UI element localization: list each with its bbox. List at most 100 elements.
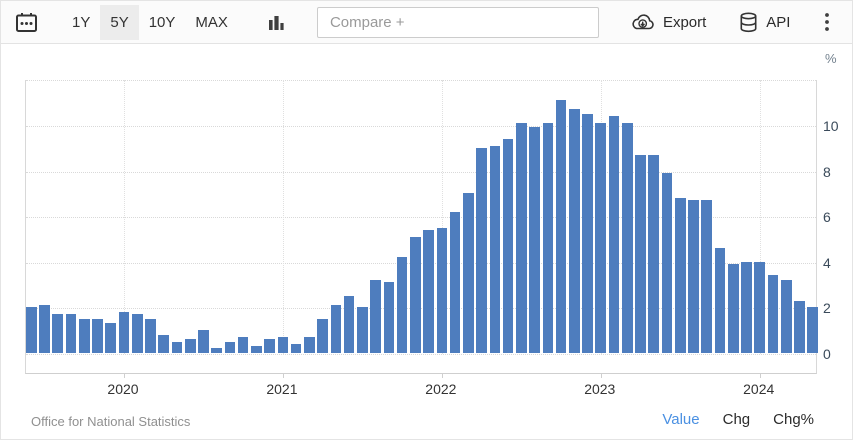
bar[interactable] — [489, 145, 501, 353]
mode-button-chg[interactable]: Chg — [722, 411, 751, 428]
api-button[interactable]: API — [739, 11, 791, 33]
compare-input[interactable] — [316, 6, 599, 38]
bar[interactable] — [330, 305, 342, 353]
bar[interactable] — [582, 113, 593, 353]
x-axis-tick — [282, 374, 284, 378]
bar[interactable] — [449, 211, 461, 353]
bar[interactable] — [621, 122, 633, 353]
bar[interactable] — [688, 200, 699, 353]
bar[interactable] — [714, 248, 726, 353]
bar[interactable] — [436, 227, 448, 353]
y-axis-label: 6 — [823, 209, 831, 226]
bar[interactable] — [357, 307, 368, 353]
y-axis-label: 4 — [823, 254, 831, 271]
bar[interactable] — [290, 343, 302, 353]
bar[interactable] — [780, 280, 792, 353]
bar[interactable] — [118, 311, 130, 353]
bar[interactable] — [317, 318, 328, 353]
x-axis-label: 2022 — [425, 381, 457, 397]
bar[interactable] — [463, 193, 474, 353]
bar[interactable] — [476, 147, 487, 353]
bar[interactable] — [741, 261, 752, 353]
bar[interactable] — [158, 334, 170, 353]
bar[interactable] — [754, 261, 766, 353]
bar[interactable] — [52, 314, 64, 353]
year-gridline — [441, 80, 443, 354]
bar[interactable] — [608, 115, 620, 353]
x-axis-label: 2023 — [584, 381, 616, 397]
y-gridline — [26, 217, 816, 219]
bar[interactable] — [502, 138, 514, 353]
bar[interactable] — [105, 323, 117, 353]
y-gridline — [26, 126, 816, 127]
bar[interactable] — [370, 280, 381, 353]
calendar-icon[interactable] — [15, 12, 38, 33]
column-chart-icon[interactable] — [268, 13, 285, 31]
bar[interactable] — [542, 122, 554, 353]
bar[interactable] — [39, 305, 50, 353]
bar[interactable] — [304, 337, 315, 353]
bar[interactable] — [529, 127, 540, 353]
bar[interactable] — [211, 348, 222, 353]
bar[interactable] — [26, 307, 37, 353]
export-button[interactable]: Export — [630, 13, 706, 31]
bar[interactable] — [184, 339, 196, 353]
bar[interactable] — [92, 318, 103, 353]
mode-button-chgpct[interactable]: Chg% — [773, 411, 814, 428]
x-axis-label: 2020 — [107, 381, 139, 397]
bar[interactable] — [423, 229, 434, 353]
bar[interactable] — [224, 341, 236, 353]
bar[interactable] — [171, 341, 183, 353]
bar[interactable] — [727, 264, 739, 353]
y-axis-label: 2 — [823, 300, 831, 317]
bar[interactable] — [383, 282, 395, 353]
bar[interactable] — [807, 307, 818, 353]
range-button-max[interactable]: MAX — [195, 13, 228, 31]
x-axis-tick — [441, 374, 443, 378]
api-label: API — [766, 13, 791, 31]
bar[interactable] — [674, 197, 686, 353]
bar[interactable] — [264, 339, 275, 353]
bar[interactable] — [131, 314, 143, 353]
bar[interactable] — [516, 122, 527, 353]
bar[interactable] — [198, 330, 209, 353]
y-axis-label: 8 — [823, 163, 831, 180]
bar[interactable] — [145, 318, 156, 353]
range-button-5y[interactable]: 5Y — [100, 4, 139, 40]
export-label: Export — [662, 13, 707, 31]
bar[interactable] — [410, 236, 421, 353]
x-axis-tick — [759, 374, 761, 378]
plot-area — [25, 80, 818, 378]
kebab-menu-icon[interactable] — [820, 12, 834, 32]
bar[interactable] — [661, 172, 673, 353]
bar[interactable] — [555, 99, 567, 353]
year-gridline — [124, 80, 125, 354]
bar[interactable] — [569, 109, 580, 353]
bar[interactable] — [65, 314, 77, 353]
range-button-1y[interactable]: 1Y — [72, 13, 91, 31]
y-axis-label: 0 — [823, 346, 831, 362]
bar[interactable] — [767, 275, 779, 353]
x-axis-tick — [124, 374, 125, 378]
bar[interactable] — [396, 257, 408, 353]
bar[interactable] — [635, 154, 646, 353]
bar[interactable] — [237, 337, 249, 353]
y-axis-unit: % — [825, 51, 837, 66]
range-selector: 1Y 5Y 10Y MAX — [62, 4, 238, 40]
y-gridline — [26, 354, 816, 355]
bar[interactable] — [251, 346, 262, 353]
mode-button-value[interactable]: Value — [662, 411, 700, 428]
x-axis-tick — [600, 374, 602, 378]
bar[interactable] — [595, 122, 607, 353]
display-mode-selector: Value Chg Chg% — [662, 411, 814, 428]
bar[interactable] — [78, 318, 90, 353]
bar[interactable] — [701, 200, 713, 353]
range-button-10y[interactable]: 10Y — [148, 13, 176, 31]
bar[interactable] — [648, 154, 660, 353]
bar[interactable] — [277, 337, 289, 353]
bar[interactable] — [343, 296, 355, 353]
bar[interactable] — [794, 300, 805, 353]
year-gridline — [282, 80, 284, 354]
x-axis-label: 2021 — [266, 381, 298, 397]
